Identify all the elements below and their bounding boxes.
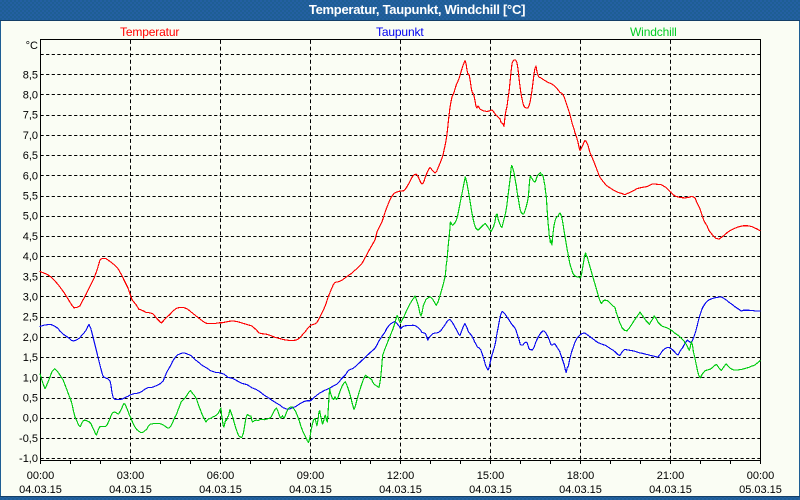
svg-text:04.03.15: 04.03.15 — [109, 484, 152, 496]
svg-text:03:00: 03:00 — [117, 470, 145, 482]
svg-text:04.03.15: 04.03.15 — [289, 484, 332, 496]
svg-text:1,5: 1,5 — [23, 352, 38, 364]
svg-text:00:00: 00:00 — [747, 470, 775, 482]
svg-text:6,5: 6,5 — [23, 150, 38, 162]
svg-text:04.03.15: 04.03.15 — [649, 484, 692, 496]
svg-text:4,5: 4,5 — [23, 231, 38, 243]
svg-text:06:00: 06:00 — [207, 470, 235, 482]
svg-text:2,0: 2,0 — [23, 332, 38, 344]
svg-text:7,0: 7,0 — [23, 130, 38, 142]
svg-text:00:00: 00:00 — [27, 470, 55, 482]
svg-text:7,5: 7,5 — [23, 110, 38, 122]
svg-text:3,5: 3,5 — [23, 271, 38, 283]
svg-text:21:00: 21:00 — [657, 470, 685, 482]
svg-text:0,0: 0,0 — [23, 413, 38, 425]
svg-text:3,0: 3,0 — [23, 292, 38, 304]
svg-text:6,0: 6,0 — [23, 170, 38, 182]
svg-text:2,5: 2,5 — [23, 312, 38, 324]
svg-text:05.03.15: 05.03.15 — [739, 484, 782, 496]
svg-text:1,0: 1,0 — [23, 372, 38, 384]
svg-text:04.03.15: 04.03.15 — [379, 484, 422, 496]
svg-text:04.03.15: 04.03.15 — [19, 484, 62, 496]
svg-text:5,0: 5,0 — [23, 211, 38, 223]
svg-text:°C: °C — [26, 40, 38, 52]
svg-text:0,5: 0,5 — [23, 393, 38, 405]
svg-text:5,5: 5,5 — [23, 191, 38, 203]
svg-text:4,0: 4,0 — [23, 251, 38, 263]
svg-text:09:00: 09:00 — [297, 470, 325, 482]
svg-text:-1,0: -1,0 — [19, 453, 38, 465]
svg-text:8,5: 8,5 — [23, 69, 38, 81]
svg-text:04.03.15: 04.03.15 — [469, 484, 512, 496]
svg-text:04.03.15: 04.03.15 — [199, 484, 242, 496]
svg-text:15:00: 15:00 — [477, 470, 505, 482]
svg-text:04.03.15: 04.03.15 — [559, 484, 602, 496]
svg-text:12:00: 12:00 — [387, 470, 415, 482]
svg-text:18:00: 18:00 — [567, 470, 595, 482]
svg-text:8,0: 8,0 — [23, 90, 38, 102]
svg-text:-0,5: -0,5 — [19, 433, 38, 445]
